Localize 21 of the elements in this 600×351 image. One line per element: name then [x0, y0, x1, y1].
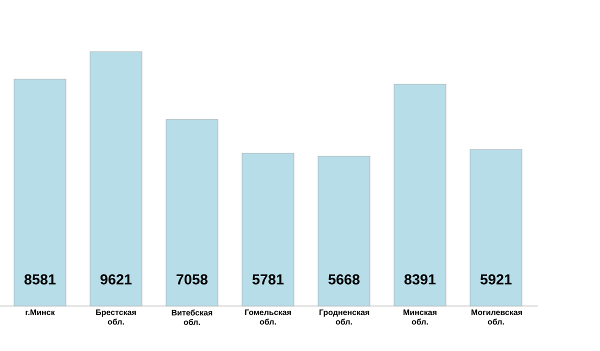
data-label: 9621 — [100, 274, 132, 284]
data-label: 7058 — [176, 274, 208, 284]
x-tick-label: Витебская обл. — [172, 310, 212, 325]
x-tick-label: Минская обл. — [404, 310, 436, 325]
bar — [90, 51, 142, 306]
x-tick-label: Гомельская обл. — [245, 310, 291, 325]
bar — [394, 84, 446, 306]
bar — [242, 152, 294, 306]
bar — [318, 156, 370, 306]
bar — [470, 149, 522, 306]
data-label: 8581 — [24, 274, 56, 284]
x-tick-label: Могилевская обл. — [472, 310, 522, 325]
bar — [14, 78, 66, 306]
bar — [166, 119, 218, 306]
x-tick-label: Гродненская обл. — [320, 310, 370, 325]
data-label: 8391 — [404, 274, 436, 284]
x-tick-label: г.Минск — [26, 310, 55, 316]
data-label: 5921 — [480, 274, 512, 284]
data-label: 5668 — [328, 274, 360, 284]
data-label: 5781 — [252, 274, 284, 284]
x-tick-label: Брестская обл. — [96, 310, 136, 325]
